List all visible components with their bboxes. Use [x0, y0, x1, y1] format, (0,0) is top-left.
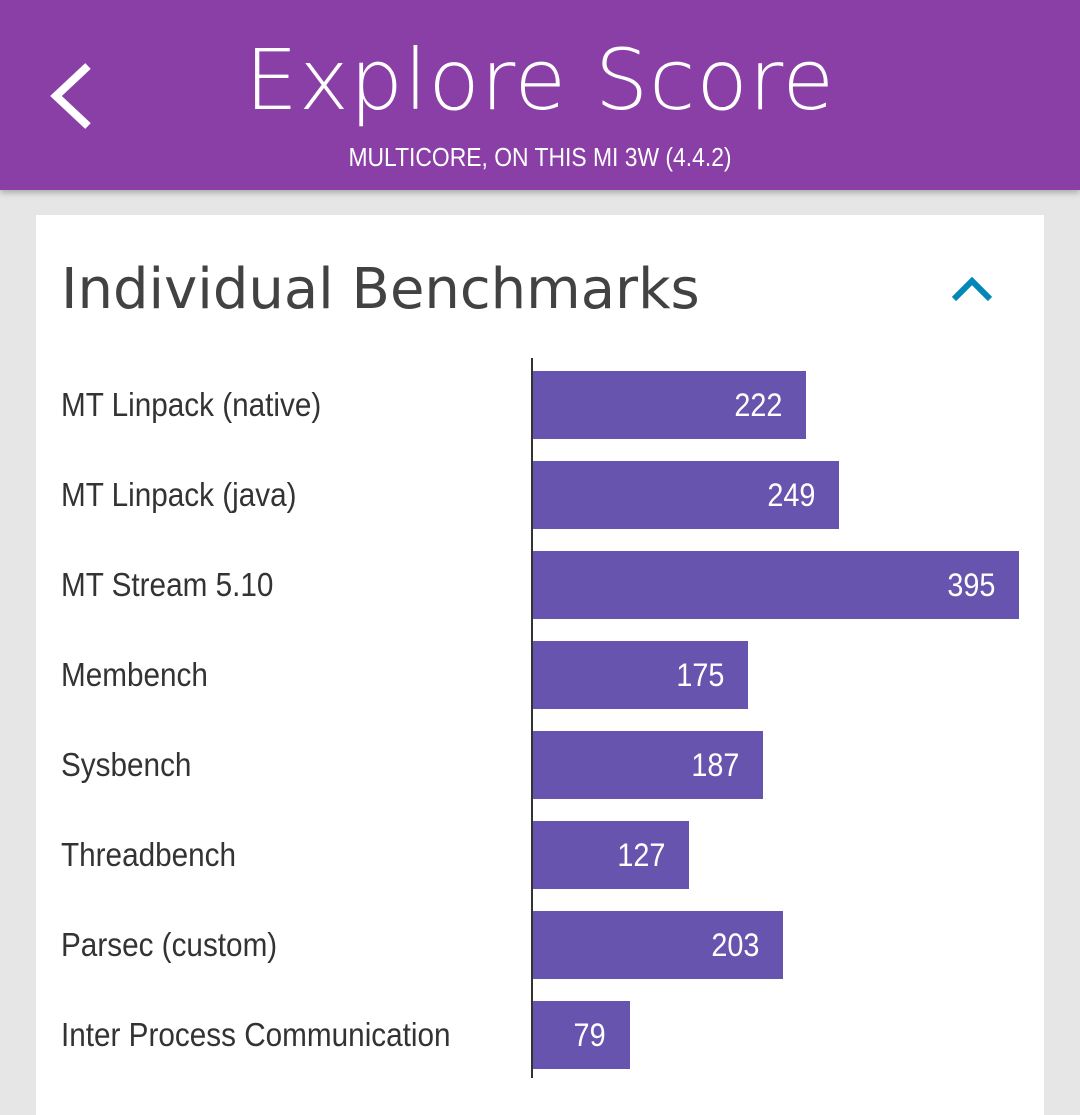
- benchmark-bar: 127: [533, 821, 689, 889]
- benchmark-value-label: 395: [946, 567, 995, 603]
- benchmark-bar: 79: [533, 1001, 630, 1069]
- benchmark-label: MT Linpack (java): [61, 476, 297, 513]
- chevron-left-icon: [50, 63, 91, 129]
- card-title: Individual Benchmarks: [61, 257, 700, 322]
- benchmark-row[interactable]: Membench 175: [36, 630, 1044, 720]
- app-header: Explore Score MULTICORE, ON THIS MI 3W (…: [0, 0, 1080, 190]
- page-subtitle: MULTICORE, ON THIS MI 3W (4.4.2): [348, 142, 732, 172]
- benchmark-bar: 222: [533, 371, 806, 439]
- back-button[interactable]: [38, 52, 110, 142]
- benchmark-row[interactable]: Sysbench 187: [36, 720, 1044, 810]
- benchmark-row[interactable]: Parsec (custom) 203: [36, 900, 1044, 990]
- benchmark-bar: 187: [533, 731, 763, 799]
- benchmark-value-label: 175: [675, 657, 724, 693]
- chart-axis-line: [531, 358, 533, 1078]
- benchmark-row[interactable]: MT Linpack (java) 249: [36, 450, 1044, 540]
- benchmark-label: MT Stream 5.10: [61, 566, 274, 603]
- benchmark-bar: 175: [533, 641, 748, 709]
- benchmark-row[interactable]: Threadbench 127: [36, 810, 1044, 900]
- benchmark-value-label: 203: [710, 927, 759, 963]
- chevron-up-icon: [951, 276, 993, 302]
- benchmark-label: Membench: [61, 656, 208, 693]
- page-title: Explore Score: [244, 31, 836, 129]
- benchmark-label: MT Linpack (native): [61, 386, 322, 423]
- benchmark-label: Parsec (custom): [61, 926, 278, 963]
- collapse-button[interactable]: [936, 259, 1008, 315]
- benchmark-value-label: 187: [690, 747, 739, 783]
- benchmark-label: Threadbench: [61, 836, 237, 873]
- benchmark-value-label: 79: [573, 1017, 606, 1053]
- benchmark-row[interactable]: MT Linpack (native) 222: [36, 360, 1044, 450]
- benchmark-value-label: 249: [766, 477, 815, 513]
- benchmark-bar: 203: [533, 911, 783, 979]
- benchmark-row[interactable]: MT Stream 5.10 395: [36, 540, 1044, 630]
- benchmarks-card: Individual Benchmarks MT Linpack (native…: [36, 215, 1044, 1115]
- benchmark-row[interactable]: Inter Process Communication 79: [36, 990, 1044, 1080]
- benchmark-label: Sysbench: [61, 746, 192, 783]
- benchmark-label: Inter Process Communication: [61, 1016, 451, 1053]
- benchmark-value-label: 127: [616, 837, 665, 873]
- benchmark-bar: 249: [533, 461, 839, 529]
- benchmark-value-label: 222: [733, 387, 782, 423]
- benchmark-bar: 395: [533, 551, 1019, 619]
